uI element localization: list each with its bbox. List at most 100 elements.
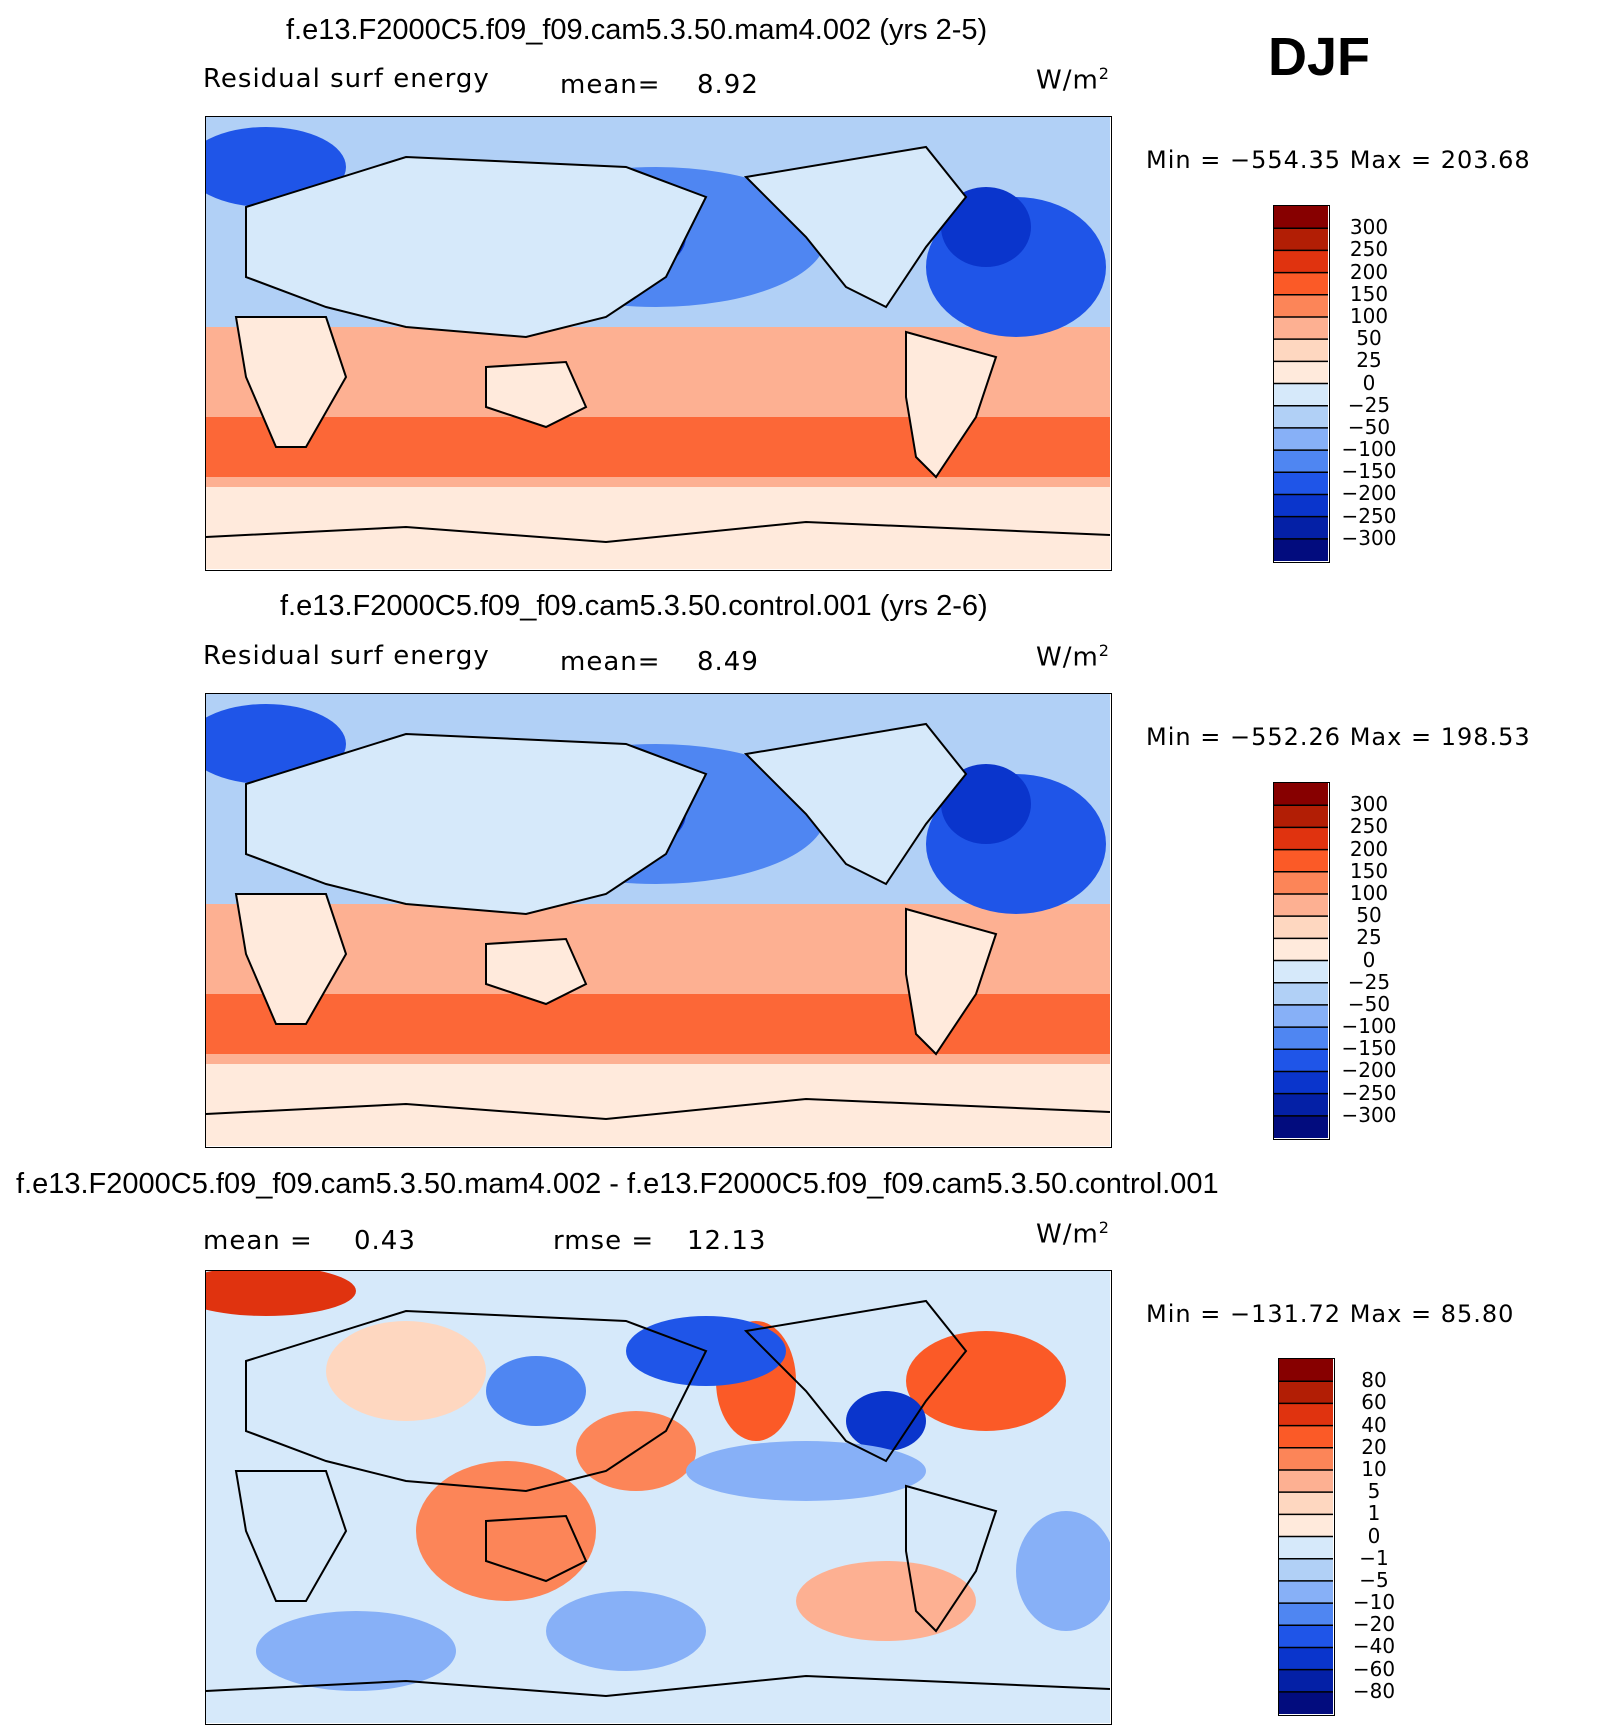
colorbar2-swatch [1274, 805, 1328, 828]
colorbar3-tick-label: 60 [1361, 1390, 1387, 1415]
colorbar2-swatch [1274, 871, 1328, 895]
colorbar1-tick-label: −100 [1341, 437, 1397, 462]
colorbar3-swatch [1279, 1425, 1333, 1449]
colorbar1-tick-label: 100 [1349, 303, 1389, 328]
colorbar3-tick-label: −5 [1359, 1567, 1389, 1592]
colorbar3-tick-label: −10 [1352, 1590, 1396, 1615]
colorbar1-tick-label: −50 [1347, 414, 1391, 439]
colorbar3-swatch [1279, 1492, 1333, 1515]
colorbar3-tick-label: 0 [1367, 1523, 1381, 1548]
colorbar2-tick-label: −25 [1347, 969, 1391, 994]
panel3-map [205, 1270, 1112, 1725]
colorbar2-tick-label: −300 [1341, 1102, 1397, 1127]
colorbar2-tick-label: 300 [1349, 792, 1389, 817]
colorbar1-swatch [1274, 272, 1328, 296]
colorbar2-swatch [1274, 1071, 1328, 1095]
panel2-variable-label: Residual surf energy [203, 641, 490, 671]
panel2-map [205, 693, 1112, 1148]
colorbar2-swatch [1274, 849, 1328, 873]
colorbar1-tick-label: −300 [1341, 525, 1397, 550]
panel2-units: W/m2 [1036, 641, 1110, 673]
colorbar1-tick-label: 250 [1349, 237, 1389, 262]
colorbar1-swatch [1274, 206, 1328, 229]
panel2-title: f.e13.F2000C5.f09_f09.cam5.3.50.control.… [280, 590, 988, 622]
colorbar3-tick-label: 80 [1361, 1368, 1387, 1393]
colorbar3-tick-label: 20 [1361, 1434, 1387, 1459]
panel3-mean-value: 0.43 [354, 1226, 416, 1256]
colorbar1-swatch [1274, 450, 1328, 473]
colorbar2-tick-label: 250 [1349, 814, 1389, 839]
colorbar3-tick-label: −1 [1359, 1545, 1389, 1570]
colorbar3-tick-label: 1 [1367, 1501, 1381, 1526]
colorbar1-swatch [1274, 316, 1328, 340]
colorbar1-swatch [1274, 516, 1328, 540]
panel3-rmse-label: rmse = [553, 1226, 655, 1256]
colorbar1-tick-label: −250 [1341, 503, 1397, 528]
colorbar1-tick-label: 200 [1349, 259, 1389, 284]
colorbar1-swatch [1274, 538, 1328, 561]
colorbar1-swatch [1274, 250, 1328, 274]
panel1-title: f.e13.F2000C5.f09_f09.cam5.3.50.mam4.002… [286, 14, 988, 46]
colorbar1-swatch [1274, 361, 1328, 384]
panel1-minmax: Min = −554.35 Max = 203.68 [1146, 146, 1531, 174]
colorbar3-tick-label: −40 [1352, 1634, 1396, 1659]
colorbar3-tick-label: −60 [1352, 1656, 1396, 1681]
panel1-map [205, 116, 1112, 571]
colorbar3-swatch [1279, 1403, 1333, 1427]
colorbar2-swatch [1274, 783, 1328, 806]
colorbar3-swatch [1279, 1625, 1333, 1648]
panel2-mean-label: mean= [560, 647, 661, 677]
colorbar2-swatch [1274, 938, 1328, 961]
colorbar1-swatch [1274, 294, 1328, 318]
colorbar2-tick-label: −150 [1341, 1036, 1397, 1061]
colorbar1-swatch [1274, 383, 1328, 407]
colorbar2-swatch [1274, 1004, 1328, 1028]
colorbar2-tick-label: −250 [1341, 1080, 1397, 1105]
colorbar2-tick-label: 150 [1349, 858, 1389, 883]
colorbar3-swatch [1279, 1647, 1333, 1671]
colorbar3-swatch [1279, 1669, 1333, 1693]
colorbar2-swatch [1274, 1027, 1328, 1050]
colorbar3-tick-label: −80 [1352, 1678, 1396, 1703]
colorbar1-swatch [1274, 472, 1328, 495]
colorbar1-swatch [1274, 427, 1328, 451]
colorbar2-tick-label: −50 [1347, 991, 1391, 1016]
colorbar1-tick-label: 25 [1356, 348, 1382, 373]
colorbar1-tick-label: −200 [1341, 481, 1397, 506]
colorbar2-tick-label: 200 [1349, 836, 1389, 861]
colorbar1-tick-label: 50 [1356, 326, 1382, 351]
colorbar3-swatch [1279, 1536, 1333, 1560]
colorbar3-swatch [1279, 1691, 1333, 1714]
colorbar2-swatch [1274, 1093, 1328, 1117]
colorbar2-tick-label: −100 [1341, 1014, 1397, 1039]
colorbar1-tick-label: 0 [1362, 370, 1376, 395]
panel2-colorbar [1273, 782, 1330, 1140]
season-label: DJF [1268, 27, 1371, 87]
colorbar2-tick-label: 25 [1356, 925, 1382, 950]
panel2-minmax: Min = −552.26 Max = 198.53 [1146, 723, 1531, 751]
colorbar1-tick-label: 300 [1349, 215, 1389, 240]
colorbar2-tick-label: −200 [1341, 1058, 1397, 1083]
colorbar3-swatch [1279, 1359, 1333, 1382]
colorbar2-swatch [1274, 893, 1328, 917]
colorbar3-swatch [1279, 1447, 1333, 1471]
panel1-units: W/m2 [1036, 64, 1110, 96]
colorbar1-swatch [1274, 405, 1328, 429]
colorbar2-swatch [1274, 1115, 1328, 1138]
colorbar1-tick-label: −25 [1347, 392, 1391, 417]
colorbar3-tick-label: 40 [1361, 1412, 1387, 1437]
colorbar2-swatch [1274, 827, 1328, 851]
colorbar2-tick-label: 100 [1349, 880, 1389, 905]
panel3-rmse-value: 12.13 [687, 1226, 767, 1256]
colorbar1-swatch [1274, 494, 1328, 518]
colorbar3-swatch [1279, 1381, 1333, 1404]
colorbar1-tick-label: 150 [1349, 281, 1389, 306]
panel1-variable-label: Residual surf energy [203, 64, 490, 94]
colorbar3-swatch [1279, 1558, 1333, 1582]
colorbar3-swatch [1279, 1603, 1333, 1626]
colorbar1-swatch [1274, 339, 1328, 362]
colorbar2-tick-label: 0 [1362, 947, 1376, 972]
colorbar2-swatch [1274, 982, 1328, 1006]
panel3-title: f.e13.F2000C5.f09_f09.cam5.3.50.mam4.002… [16, 1168, 1219, 1200]
colorbar3-tick-label: 10 [1361, 1456, 1387, 1481]
